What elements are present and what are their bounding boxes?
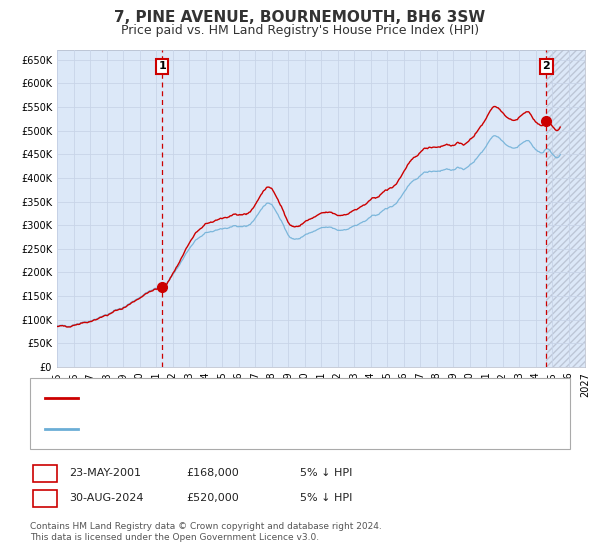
Text: 2: 2	[41, 493, 49, 503]
Text: 5% ↓ HPI: 5% ↓ HPI	[300, 493, 352, 503]
Text: 2: 2	[542, 62, 550, 72]
Text: 5% ↓ HPI: 5% ↓ HPI	[300, 468, 352, 478]
Text: £520,000: £520,000	[186, 493, 239, 503]
Text: Contains HM Land Registry data © Crown copyright and database right 2024.: Contains HM Land Registry data © Crown c…	[30, 522, 382, 531]
Text: £168,000: £168,000	[186, 468, 239, 478]
Text: 1: 1	[158, 62, 166, 72]
Text: 7, PINE AVENUE, BOURNEMOUTH, BH6 3SW: 7, PINE AVENUE, BOURNEMOUTH, BH6 3SW	[115, 10, 485, 25]
Text: Price paid vs. HM Land Registry's House Price Index (HPI): Price paid vs. HM Land Registry's House …	[121, 24, 479, 36]
Text: HPI: Average price, detached house, Bournemouth Christchurch and Poole: HPI: Average price, detached house, Bour…	[84, 424, 499, 434]
Bar	[547, 50, 585, 367]
Text: This data is licensed under the Open Government Licence v3.0.: This data is licensed under the Open Gov…	[30, 533, 319, 542]
Text: 7, PINE AVENUE, BOURNEMOUTH, BH6 3SW (detached house): 7, PINE AVENUE, BOURNEMOUTH, BH6 3SW (de…	[84, 393, 428, 403]
Text: 1: 1	[41, 468, 49, 478]
Text: 23-MAY-2001: 23-MAY-2001	[69, 468, 141, 478]
Text: 30-AUG-2024: 30-AUG-2024	[69, 493, 143, 503]
